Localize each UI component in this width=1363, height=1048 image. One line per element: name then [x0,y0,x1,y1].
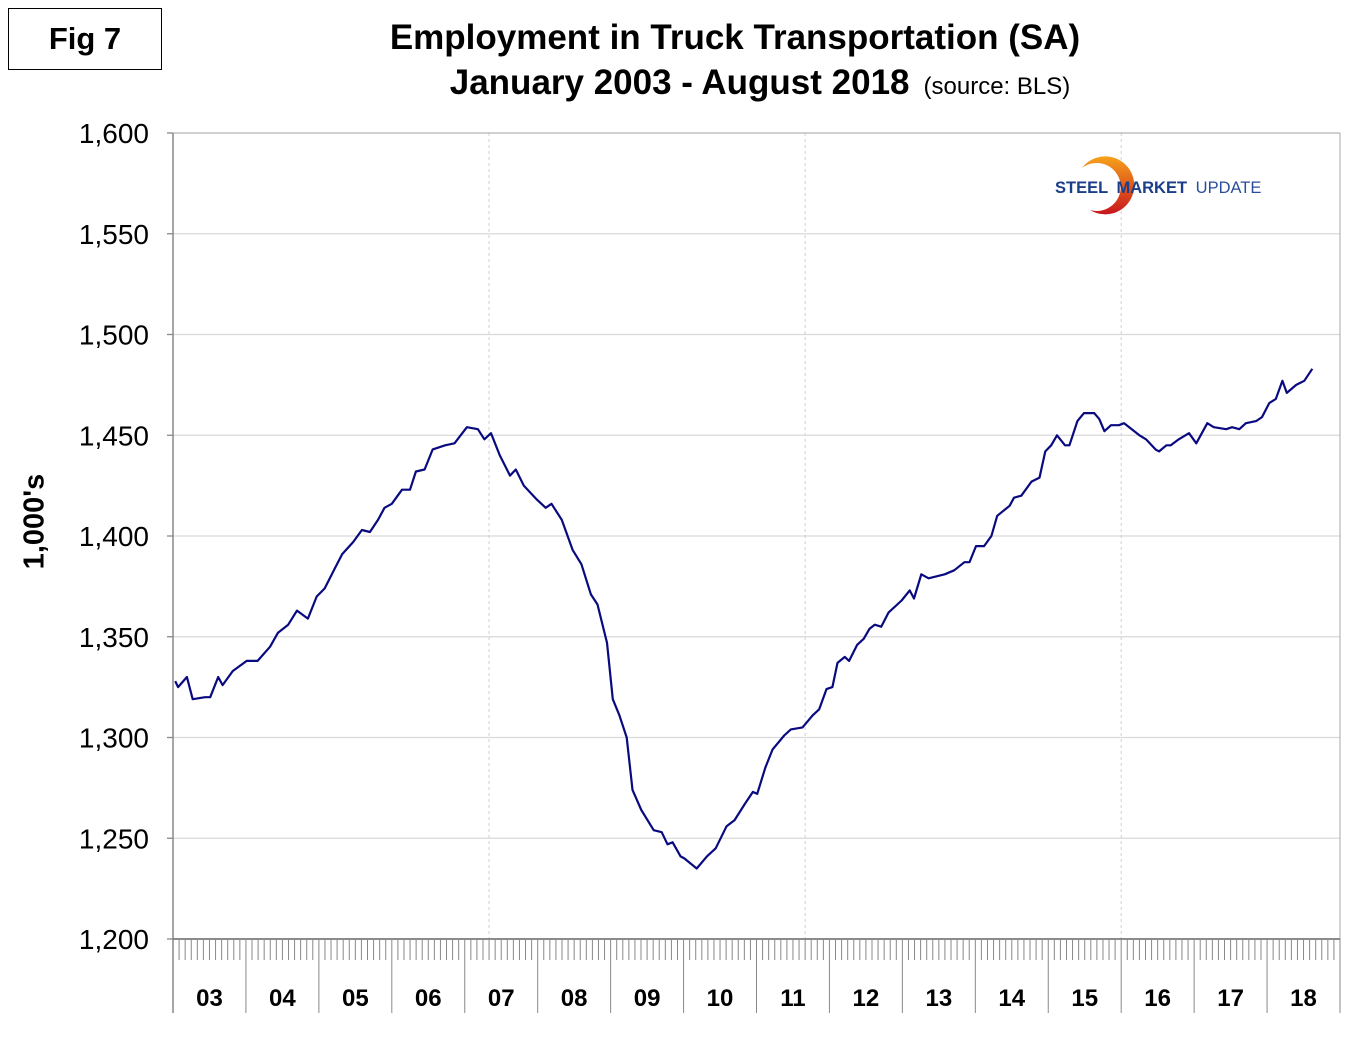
x-tick-label: 13 [925,985,952,1012]
chart-title: Employment in Truck Transportation (SA) [389,18,1081,57]
x-tick-label: 17 [1217,985,1244,1012]
series-layer [174,368,1314,870]
x-tick-label: 04 [269,985,296,1012]
svg-text:STEEL MARKET UPDAT: STEEL MARKET UPDATE [1055,179,1261,197]
y-tick-label: 1,200 [79,924,149,955]
chart-subtitle: January 2003 - August 2018 [449,63,910,102]
x-tick-label: 10 [707,985,734,1012]
logo-word-update: UPDATE [1196,179,1262,197]
x-tick-label: 12 [853,985,880,1012]
steel-market-update-logo: STEEL MARKET UPDATE [1055,156,1261,215]
y-tick-label: 1,450 [79,420,149,451]
x-tick-label: 06 [415,985,442,1012]
figure-label: Fig 7 [8,8,162,70]
x-tick-label: 11 [780,985,805,1012]
x-tick-label: 05 [342,985,369,1012]
x-tick-label: 07 [488,985,515,1012]
x-tick-label: 03 [196,985,223,1012]
gridlines [173,132,1340,939]
x-tick-label: 08 [561,985,588,1012]
y-tick-label: 1,600 [79,118,149,149]
y-tick-label: 1,250 [79,823,149,854]
x-tick-label: 14 [998,985,1025,1012]
y-tick-label: 1,550 [79,219,149,250]
y-tick-label: 1,400 [79,521,149,552]
y-tick-label: 1,500 [79,320,149,351]
y-tick-label: 1,350 [79,622,149,653]
x-tick-label: 15 [1071,985,1098,1012]
x-tick-label: 18 [1290,985,1317,1012]
y-tick-label: 1,300 [79,723,149,754]
chart-source: (source: BLS) [923,73,1071,100]
axes: 1,200 1,250 1,300 1,350 1,400 1,450 1,500 1,550… [79,118,1341,1013]
logo-word-steel: STEEL [1055,179,1108,197]
x-tick-label: 09 [634,985,661,1012]
logo-arc-icon [1082,156,1135,215]
chart-subtitle-row: January 2003 - August 2018 (source: BLS) [0,63,1363,103]
logo-word-market: MARKET [1116,179,1187,197]
x-tick-label: 16 [1144,985,1171,1012]
series-line-truck-employment [174,368,1314,870]
